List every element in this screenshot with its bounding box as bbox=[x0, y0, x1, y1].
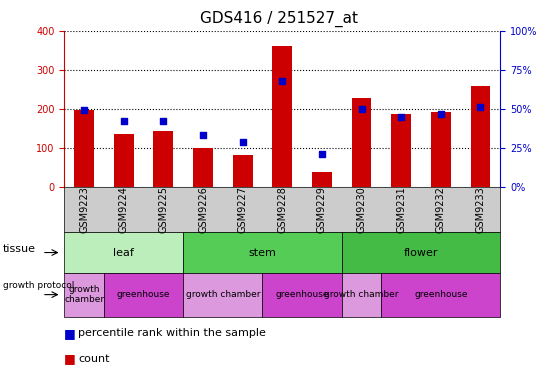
Point bbox=[238, 139, 247, 145]
Text: percentile rank within the sample: percentile rank within the sample bbox=[78, 328, 266, 338]
Bar bbox=[352, 98, 372, 187]
Point bbox=[318, 151, 326, 157]
Text: greenhouse: greenhouse bbox=[414, 290, 467, 299]
Text: stem: stem bbox=[249, 247, 276, 258]
Text: GSM9227: GSM9227 bbox=[238, 186, 248, 233]
Bar bbox=[471, 86, 490, 187]
Point bbox=[79, 108, 88, 113]
Text: GSM9223: GSM9223 bbox=[79, 186, 89, 233]
Bar bbox=[431, 112, 451, 187]
Text: growth
chamber: growth chamber bbox=[64, 285, 104, 305]
Point bbox=[159, 119, 168, 124]
Text: leaf: leaf bbox=[113, 247, 134, 258]
Point bbox=[198, 132, 207, 138]
Point bbox=[119, 119, 128, 124]
Text: greenhouse: greenhouse bbox=[117, 290, 170, 299]
Text: GSM9230: GSM9230 bbox=[357, 186, 367, 233]
Point bbox=[476, 104, 485, 110]
Bar bbox=[233, 155, 253, 187]
Text: GSM9233: GSM9233 bbox=[476, 186, 485, 233]
Text: count: count bbox=[78, 354, 110, 364]
Point bbox=[397, 114, 406, 120]
Text: GSM9224: GSM9224 bbox=[119, 186, 129, 233]
Bar bbox=[312, 172, 332, 187]
Point bbox=[437, 111, 446, 116]
Text: greenhouse: greenhouse bbox=[276, 290, 329, 299]
Bar bbox=[272, 46, 292, 187]
Bar bbox=[193, 148, 213, 187]
Bar bbox=[391, 114, 411, 187]
Text: ■: ■ bbox=[64, 352, 76, 365]
Text: tissue: tissue bbox=[3, 244, 36, 254]
Text: GSM9229: GSM9229 bbox=[317, 186, 327, 233]
Text: growth chamber: growth chamber bbox=[324, 290, 399, 299]
Point bbox=[357, 106, 366, 112]
Bar bbox=[74, 110, 94, 187]
Text: GSM9228: GSM9228 bbox=[277, 186, 287, 233]
Text: GSM9225: GSM9225 bbox=[158, 186, 168, 233]
Point bbox=[278, 78, 287, 84]
Bar bbox=[114, 134, 134, 187]
Text: ■: ■ bbox=[64, 326, 76, 340]
Text: GSM9232: GSM9232 bbox=[436, 186, 446, 233]
Text: growth protocol: growth protocol bbox=[3, 281, 74, 290]
Text: GSM9231: GSM9231 bbox=[396, 186, 406, 233]
Bar bbox=[154, 131, 173, 187]
Text: GDS416 / 251527_at: GDS416 / 251527_at bbox=[201, 11, 358, 27]
Text: flower: flower bbox=[404, 247, 438, 258]
Text: growth chamber: growth chamber bbox=[186, 290, 260, 299]
Text: GSM9226: GSM9226 bbox=[198, 186, 208, 233]
